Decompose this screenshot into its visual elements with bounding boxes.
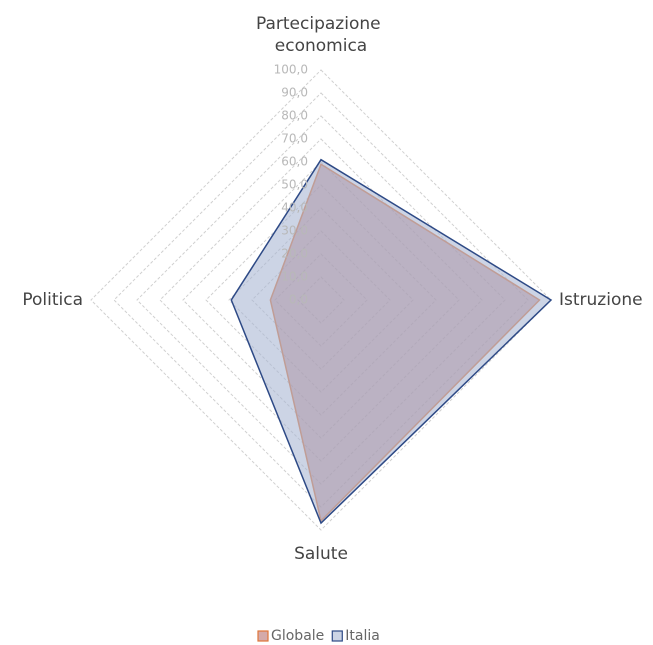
y-tick-label: 10,0 bbox=[281, 270, 308, 284]
y-tick-label: 40,0 bbox=[281, 201, 308, 215]
legend-swatch bbox=[257, 630, 269, 642]
y-tick-label: 100,0 bbox=[274, 63, 308, 77]
y-tick-label: 50,0 bbox=[281, 178, 308, 192]
y-tick-label: 70,0 bbox=[281, 132, 308, 146]
category-label: Istruzione bbox=[559, 290, 643, 310]
legend-label: Italia bbox=[345, 628, 380, 644]
y-tick-label: 20,0 bbox=[281, 247, 308, 261]
category-label: Salute bbox=[294, 544, 348, 564]
legend-label: Globale bbox=[271, 628, 324, 644]
y-tick-label: 80,0 bbox=[281, 109, 308, 123]
series-area bbox=[230, 158, 553, 525]
y-tick-label: 30,0 bbox=[281, 224, 308, 238]
y-tick-label: 60,0 bbox=[281, 155, 308, 169]
y-tick-label: 90,0 bbox=[281, 86, 308, 100]
category-label: Partecipazione economica bbox=[256, 14, 386, 56]
grid-line bbox=[90, 69, 552, 531]
category-label: Politica bbox=[22, 290, 83, 310]
y-tick-label: 0,0 bbox=[289, 293, 308, 307]
legend-swatch bbox=[331, 630, 343, 642]
